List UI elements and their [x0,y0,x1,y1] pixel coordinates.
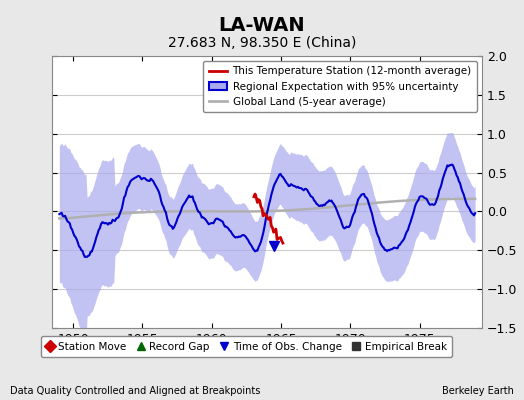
Legend: This Temperature Station (12-month average), Regional Expectation with 95% uncer: This Temperature Station (12-month avera… [203,61,477,112]
Text: LA-WAN: LA-WAN [219,16,305,35]
Text: 27.683 N, 98.350 E (China): 27.683 N, 98.350 E (China) [168,36,356,50]
Text: Berkeley Earth: Berkeley Earth [442,386,514,396]
Text: Data Quality Controlled and Aligned at Breakpoints: Data Quality Controlled and Aligned at B… [10,386,261,396]
Legend: Station Move, Record Gap, Time of Obs. Change, Empirical Break: Station Move, Record Gap, Time of Obs. C… [40,336,452,357]
